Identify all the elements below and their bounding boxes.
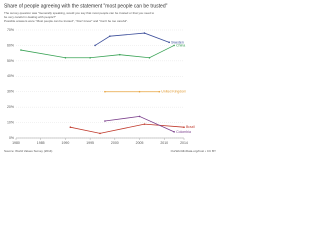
series-line: [70, 123, 185, 134]
y-tick-label: 0%: [9, 136, 14, 140]
point: [64, 56, 67, 59]
y-tick-label: 10%: [7, 120, 14, 124]
chart-title: Share of people agreeing with the statem…: [4, 3, 168, 9]
legend-label: United Kingdom: [161, 90, 186, 94]
x-tick-label: 2010: [160, 141, 168, 145]
point: [158, 90, 161, 93]
point: [20, 49, 22, 51]
point: [143, 123, 146, 125]
point: [94, 44, 96, 47]
x-tick-label: 2000: [111, 141, 119, 145]
x-tick-label: 1985: [37, 141, 45, 145]
point: [138, 115, 141, 118]
point: [89, 56, 91, 59]
point: [69, 126, 72, 128]
point: [173, 44, 175, 47]
y-tick-label: 20%: [7, 105, 14, 109]
legend-label: Brazil: [186, 125, 195, 129]
source: Source: World Values Survey (2014): [4, 149, 52, 153]
point: [109, 35, 111, 37]
subtitle: Possible answers were "Most people can b…: [4, 19, 128, 23]
legend-label: Colombia: [176, 130, 191, 134]
series-line: [20, 45, 175, 59]
x-tick-label: 1990: [62, 141, 70, 145]
x-tick-label: 1980: [12, 141, 20, 145]
y-tick-label: 50%: [7, 59, 14, 63]
subtitle: The survey question was "Generally speak…: [4, 11, 154, 15]
x-tick-label: 2005: [136, 141, 144, 145]
point: [118, 53, 121, 56]
y-tick-label: 40%: [7, 74, 14, 78]
credit: OurWorldInData.org/trust • CC BY: [171, 149, 216, 153]
subtitle: be very careful in dealing with people?": [4, 15, 56, 19]
y-tick-label: 70%: [7, 28, 14, 32]
x-tick-label: 1995: [86, 141, 94, 145]
y-tick-label: 60%: [7, 43, 14, 47]
y-tick-label: 30%: [7, 90, 14, 94]
point: [138, 90, 141, 93]
point: [104, 90, 106, 93]
legend-label: China: [176, 43, 185, 47]
series-line: [94, 32, 170, 46]
point: [173, 131, 175, 133]
chart: Share of people agreeing with the statem…: [4, 3, 216, 153]
point: [99, 132, 101, 135]
point: [104, 120, 106, 122]
point: [168, 41, 170, 44]
point: [183, 126, 185, 128]
legend-label: Sweden: [171, 40, 184, 44]
point: [148, 56, 151, 59]
series-line: [104, 115, 175, 133]
x-tick-label: 2014: [180, 141, 188, 145]
point: [143, 32, 146, 34]
